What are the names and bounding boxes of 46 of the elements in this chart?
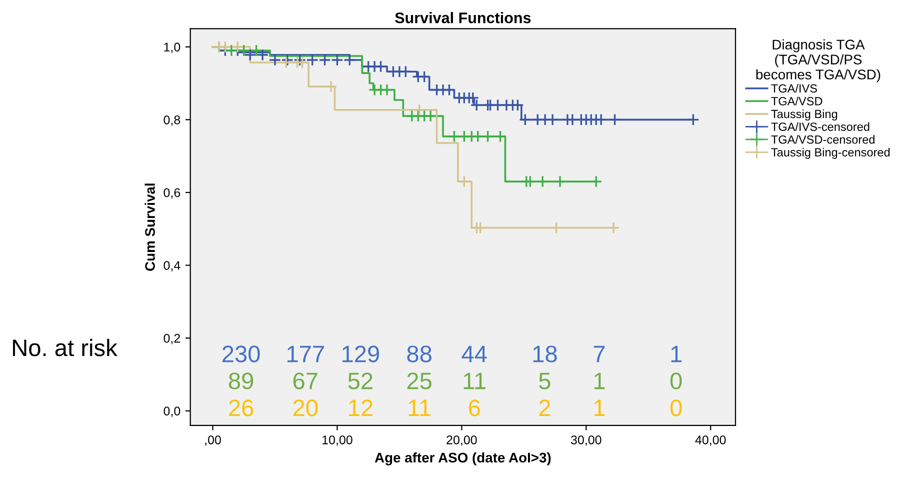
annotation: 18: [533, 346, 557, 362]
annotation: 2: [539, 400, 550, 416]
annotation: 12: [349, 400, 372, 416]
annotation: 230: [222, 346, 260, 362]
annotation: 44: [462, 346, 487, 362]
legend-title: Diagnosis TGA (TGA/VSD/PS becomes TGA/VSD): [756, 39, 880, 82]
annotation: 26: [229, 400, 254, 416]
y-tick-label: 0,4: [164, 261, 180, 272]
y-tick-label: 0,2: [164, 334, 180, 344]
text: No. at risk: [13, 338, 118, 356]
x-tick-label: 30,00: [570, 435, 602, 446]
legend-label: TGA/VSD-censored: [771, 135, 874, 144]
y-tick-label: 0,8: [164, 115, 180, 126]
x-tick-label: 20,00: [446, 435, 477, 446]
annotation: 11: [408, 400, 430, 416]
annotation: 25: [407, 372, 432, 390]
legend-label: TGA/IVS: [771, 84, 817, 93]
annotation: 1: [594, 372, 605, 390]
legend-label: TGA/IVS-censored: [771, 122, 870, 131]
y-axis-title: Cum Survival: [144, 184, 155, 271]
legend-label: TGA/VSD: [771, 96, 822, 106]
annotation: 52: [348, 372, 372, 390]
legend-label: Taussig Bing: [771, 109, 838, 120]
annotation: 88: [407, 346, 432, 362]
x-tick-label: 40,00: [695, 435, 726, 446]
annotation: 7: [594, 346, 605, 362]
annotation: 89: [228, 372, 254, 390]
annotation: 0: [670, 400, 682, 416]
y-tick-label: 0,0: [164, 406, 180, 417]
annotation: 177: [287, 346, 324, 362]
x-tick-label: 10,00: [322, 435, 352, 446]
annotation: 1: [594, 400, 605, 416]
annotation: 5: [539, 372, 550, 390]
annotation: 20: [293, 400, 318, 416]
chart-title: Survival Functions: [395, 12, 531, 24]
y-tick-label: 0,6: [164, 188, 180, 199]
annotation: 11: [464, 372, 486, 390]
legend-label: Taussig Bing-censored: [771, 148, 890, 159]
annotation: 67: [293, 372, 318, 390]
annotation: 129: [342, 346, 380, 362]
annotation: 6: [469, 400, 480, 416]
annotation: 0: [670, 372, 682, 390]
x-tick-label: ,00: [205, 435, 221, 446]
x-axis-title: Age after ASO (date AoI>3): [374, 452, 551, 466]
annotation: 1: [671, 346, 682, 362]
y-tick-label: 1,0: [164, 42, 180, 54]
